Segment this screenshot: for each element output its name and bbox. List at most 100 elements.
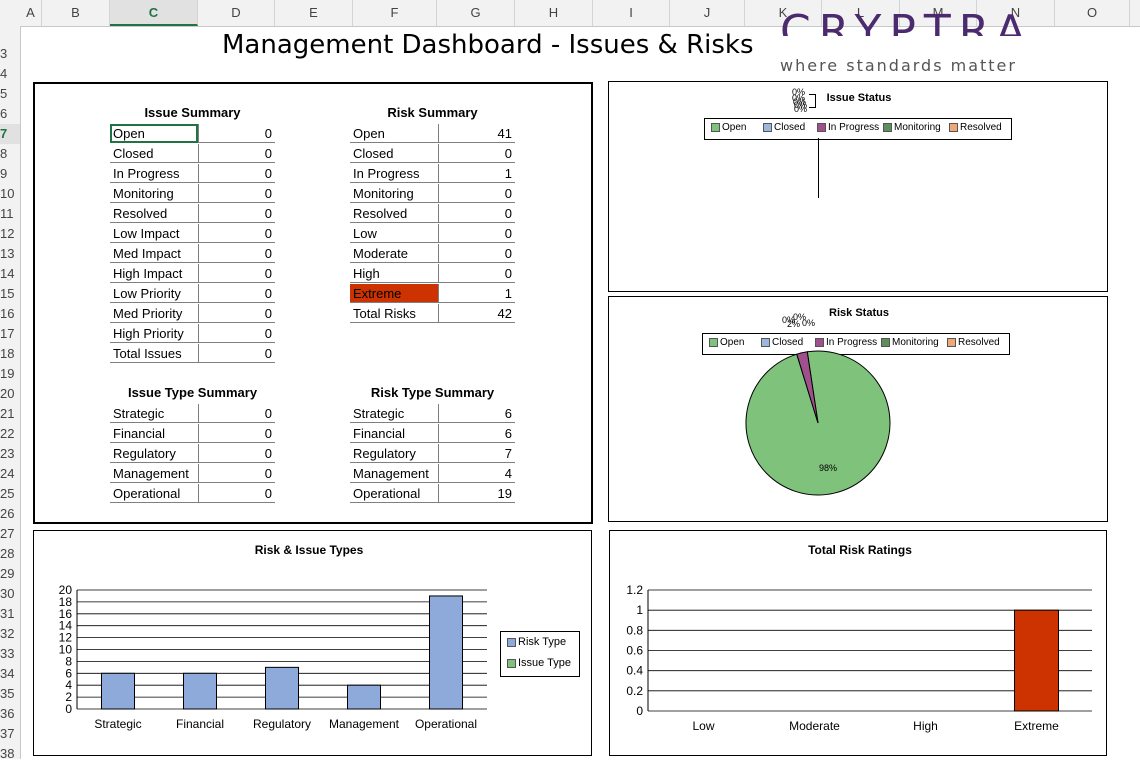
column-header-l[interactable]: L: [822, 0, 900, 26]
row-label[interactable]: Closed: [110, 144, 198, 163]
row-value[interactable]: 6: [438, 404, 515, 423]
row-value[interactable]: 1: [438, 284, 515, 303]
row-value[interactable]: 7: [438, 444, 515, 463]
row-value[interactable]: 0: [438, 224, 515, 243]
row-value[interactable]: 1: [438, 164, 515, 183]
column-header-c[interactable]: C: [110, 0, 198, 26]
column-header-m[interactable]: M: [900, 0, 977, 26]
row-value[interactable]: 42: [438, 304, 515, 323]
row-value[interactable]: 0: [438, 204, 515, 223]
row-header-7[interactable]: 7: [0, 124, 20, 144]
row-header-36[interactable]: 36: [0, 706, 15, 721]
row-value[interactable]: 0: [198, 344, 275, 363]
row-label[interactable]: Strategic: [110, 404, 198, 423]
row-value[interactable]: 0: [198, 244, 275, 263]
row-header-3[interactable]: 3: [0, 46, 8, 61]
issue-status-chart[interactable]: Issue Status Open Closed In Progress Mon…: [608, 81, 1108, 292]
row-header-11[interactable]: 11: [0, 206, 14, 221]
row-header-4[interactable]: 4: [0, 66, 8, 81]
row-label[interactable]: Moderate: [350, 244, 438, 263]
row-header-29[interactable]: 29: [0, 566, 15, 581]
row-label[interactable]: Financial: [110, 424, 198, 443]
row-label[interactable]: Strategic: [350, 404, 438, 423]
row-value[interactable]: 4: [438, 464, 515, 483]
row-label[interactable]: Regulatory: [350, 444, 438, 463]
row-header-23[interactable]: 23: [0, 446, 15, 461]
row-label[interactable]: In Progress: [350, 164, 438, 183]
row-value[interactable]: 41: [438, 124, 515, 143]
column-header-g[interactable]: G: [437, 0, 515, 26]
row-value[interactable]: 0: [198, 304, 275, 323]
row-value[interactable]: 0: [198, 484, 275, 503]
row-header-20[interactable]: 20: [0, 386, 15, 401]
row-value[interactable]: 0: [438, 244, 515, 263]
column-header-j[interactable]: J: [670, 0, 745, 26]
row-value[interactable]: 0: [198, 224, 275, 243]
row-label[interactable]: Open: [110, 124, 198, 143]
risk-status-chart[interactable]: Risk Status Open Closed In Progress Moni…: [608, 296, 1108, 522]
total-risk-ratings-chart[interactable]: Total Risk Ratings 0 0.2 0.4 0.6 0.8 1 1.2 Low M…: [609, 530, 1107, 756]
row-value[interactable]: 0: [198, 204, 275, 223]
column-header-k[interactable]: K: [745, 0, 822, 26]
column-header-o[interactable]: O: [1055, 0, 1130, 26]
row-header-27[interactable]: 27: [0, 526, 15, 541]
row-header-10[interactable]: 10: [0, 186, 15, 201]
row-header-28[interactable]: 28: [0, 546, 15, 561]
row-value[interactable]: 0: [198, 404, 275, 423]
risk-issue-types-chart[interactable]: Risk & Issue Types 0 2 4 6 8 10 12 14 16 18 20 Stra…: [33, 530, 592, 756]
row-header-38[interactable]: 38: [0, 746, 15, 761]
row-label[interactable]: Financial: [350, 424, 438, 443]
row-label[interactable]: Management: [110, 464, 198, 483]
row-label[interactable]: Low: [350, 224, 438, 243]
row-header-21[interactable]: 21: [0, 406, 15, 421]
row-label[interactable]: Resolved: [110, 204, 198, 223]
row-value[interactable]: 0: [198, 444, 275, 463]
column-header-n[interactable]: N: [977, 0, 1055, 26]
column-header-d[interactable]: D: [198, 0, 275, 26]
row-header-31[interactable]: 31: [0, 606, 15, 621]
row-label[interactable]: Total Risks: [350, 304, 438, 323]
row-header-32[interactable]: 32: [0, 626, 15, 641]
row-header-8[interactable]: 8: [0, 146, 8, 161]
row-label[interactable]: Operational: [350, 484, 438, 503]
column-header-e[interactable]: E: [275, 0, 353, 26]
row-label[interactable]: High Priority: [110, 324, 198, 343]
row-header-34[interactable]: 34: [0, 666, 15, 681]
row-label[interactable]: Open: [350, 124, 438, 143]
row-label[interactable]: Med Impact: [110, 244, 198, 263]
row-value[interactable]: 0: [198, 464, 275, 483]
row-value[interactable]: 0: [198, 424, 275, 443]
row-header-22[interactable]: 22: [0, 426, 15, 441]
column-header-h[interactable]: H: [515, 0, 593, 26]
row-value[interactable]: 6: [438, 424, 515, 443]
row-header-14[interactable]: 14: [0, 266, 15, 281]
row-label[interactable]: Management: [350, 464, 438, 483]
row-label[interactable]: Low Priority: [110, 284, 198, 303]
row-header-24[interactable]: 24: [0, 466, 15, 481]
column-header-a[interactable]: A: [20, 0, 42, 26]
column-header-f[interactable]: F: [353, 0, 437, 26]
row-label[interactable]: Operational: [110, 484, 198, 503]
row-header-17[interactable]: 17: [0, 326, 15, 341]
row-label[interactable]: High: [350, 264, 438, 283]
row-header-5[interactable]: 5: [0, 86, 8, 101]
row-header-16[interactable]: 16: [0, 306, 15, 321]
row-header-25[interactable]: 25: [0, 486, 15, 501]
row-value[interactable]: 19: [438, 484, 515, 503]
row-header-33[interactable]: 33: [0, 646, 15, 661]
row-header-19[interactable]: 19: [0, 366, 15, 381]
row-header-35[interactable]: 35: [0, 686, 15, 701]
row-label[interactable]: Low Impact: [110, 224, 198, 243]
row-value[interactable]: 0: [198, 264, 275, 283]
row-label[interactable]: Monitoring: [350, 184, 438, 203]
row-value[interactable]: 0: [198, 144, 275, 163]
row-header-37[interactable]: 37: [0, 726, 15, 741]
row-label[interactable]: Med Priority: [110, 304, 198, 323]
row-label[interactable]: Extreme: [350, 284, 438, 303]
row-label[interactable]: Total Issues: [110, 344, 198, 363]
row-label[interactable]: Closed: [350, 144, 438, 163]
row-header-30[interactable]: 30: [0, 586, 15, 601]
row-header-13[interactable]: 13: [0, 246, 15, 261]
row-header-12[interactable]: 12: [0, 226, 15, 241]
row-label[interactable]: In Progress: [110, 164, 198, 183]
